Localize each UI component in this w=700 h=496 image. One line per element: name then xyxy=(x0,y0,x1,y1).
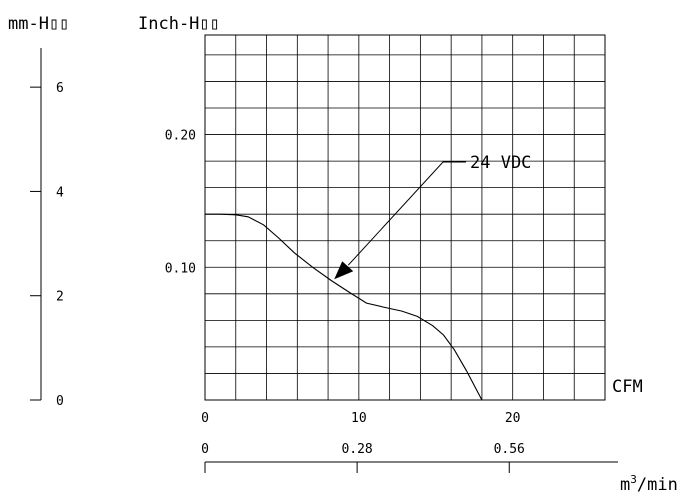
cfm-tick-label: 0 xyxy=(201,411,209,426)
mm-tick-label: 2 xyxy=(56,290,64,305)
plot-border xyxy=(204,34,606,401)
m3-tick-label: 0.56 xyxy=(494,442,525,457)
mm-tick-label: 0 xyxy=(56,394,64,409)
pressure-axis-unit-label: Inch-H▯▯ xyxy=(138,14,220,34)
pressure-tick-label: 0.20 xyxy=(165,129,196,144)
cfm-tick-label: 10 xyxy=(351,411,367,426)
annotation-leader-line xyxy=(347,161,466,266)
cfm-tick-label: 20 xyxy=(505,411,521,426)
plot-grid xyxy=(204,34,606,401)
mm-axis-unit-label: mm-H▯▯ xyxy=(8,14,69,34)
annotation-arrowhead xyxy=(334,261,354,280)
curve-layer xyxy=(205,161,483,401)
m3-tick-label: 0 xyxy=(201,442,209,457)
mm-tick-label: 6 xyxy=(56,81,64,96)
m3-axis-unit-label: m3/min xyxy=(620,473,678,495)
pressure-tick-label: 0.10 xyxy=(165,261,196,276)
mm-tick-label: 4 xyxy=(56,185,64,200)
m3-tick-label: 0.28 xyxy=(341,442,372,457)
series-annotation-label: 24 VDC xyxy=(470,153,531,173)
series-curve-24vdc xyxy=(205,213,483,401)
cfm-axis-unit-label: CFM xyxy=(612,377,643,397)
